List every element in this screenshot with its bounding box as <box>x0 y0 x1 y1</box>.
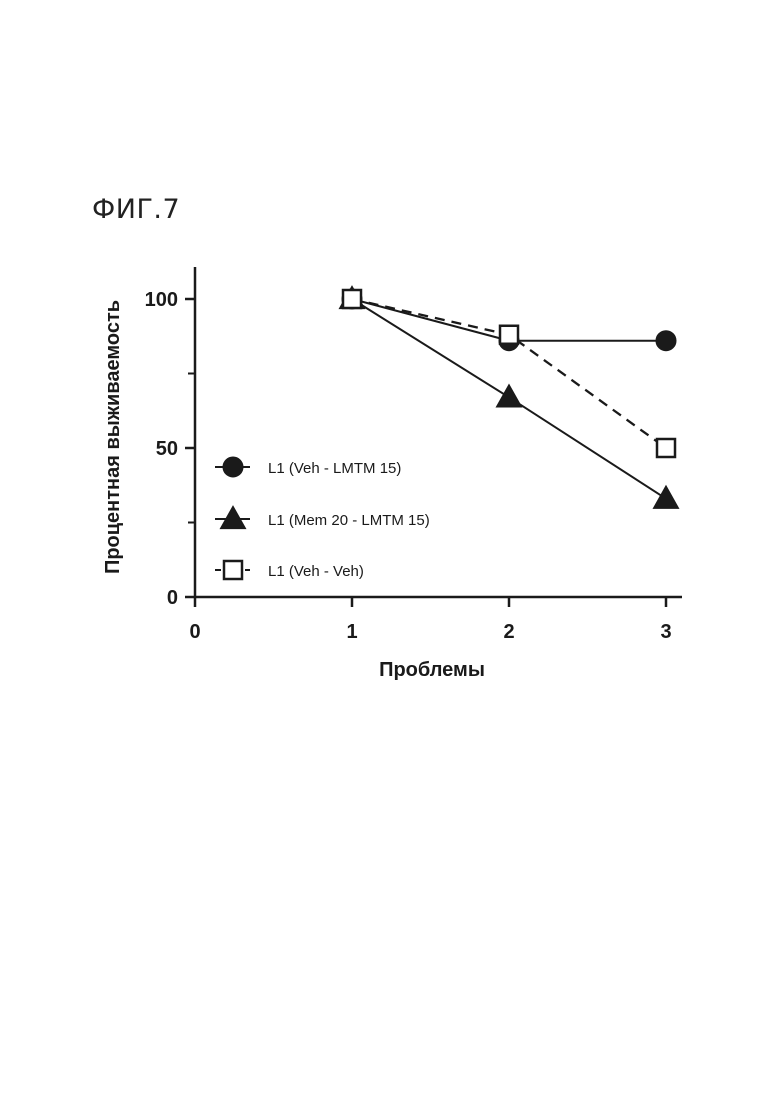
legend-label-2: L1 (Mem 20 - LMTM 15) <box>268 512 430 529</box>
legend-label-1: L1 (Veh - LMTM 15) <box>268 460 401 477</box>
axes: 0 50 100 0 1 2 3 <box>145 267 682 643</box>
axis-labels: Проблемы Процентная выживаемость <box>102 300 485 681</box>
x-tick-label: 1 <box>346 621 357 643</box>
series-3-point <box>500 326 518 344</box>
y-tick-label: 100 <box>145 289 178 311</box>
series-3-point <box>657 439 675 457</box>
x-axis-title: Проблемы <box>379 659 485 681</box>
series-2-point <box>653 486 678 509</box>
y-tick-label: 50 <box>156 438 178 460</box>
series-1-point <box>656 331 676 351</box>
legend-label-3: L1 (Veh - Veh) <box>268 563 364 580</box>
series-2-point <box>496 384 521 407</box>
series-3-point <box>343 290 361 308</box>
legend-marker-3 <box>224 561 242 579</box>
x-tick-label: 0 <box>189 621 200 643</box>
series-line-3 <box>352 299 666 448</box>
x-tick-label: 3 <box>660 621 671 643</box>
legend: L1 (Veh - LMTM 15) L1 (Mem 20 - LMTM 15) L… <box>215 457 430 580</box>
y-axis-title: Процентная выживаемость <box>102 300 124 574</box>
legend-marker-2 <box>220 506 245 529</box>
x-tick-label: 2 <box>503 621 514 643</box>
legend-marker-1 <box>223 457 243 477</box>
y-tick-label: 0 <box>167 587 178 609</box>
